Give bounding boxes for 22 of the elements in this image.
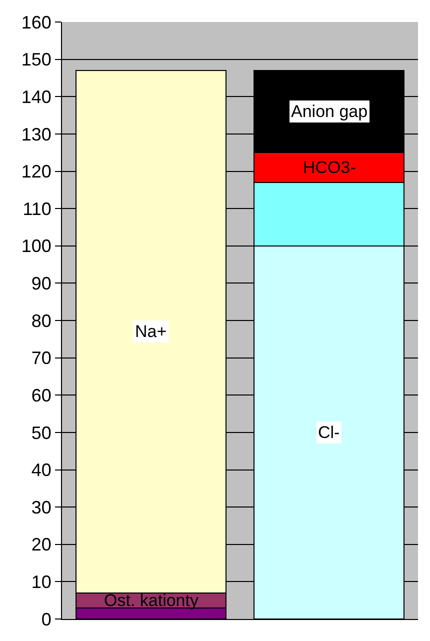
y-tick-label: 110 (22, 198, 52, 219)
y-tick-label: 130 (21, 124, 52, 144)
series-label: Cl- (318, 423, 340, 442)
series-label: Ost. kationty (104, 591, 199, 610)
y-tick-label: 70 (31, 348, 52, 368)
y-tick-label: 150 (21, 50, 52, 70)
y-tick-label: 140 (21, 86, 52, 107)
y-tick-label: 0 (41, 609, 52, 630)
y-tick-label: 30 (31, 497, 52, 518)
y-tick-label: 120 (21, 162, 52, 182)
y-tick-label: 160 (21, 12, 52, 32)
y-tick-label: 80 (31, 310, 52, 331)
series-label: Anion gap (291, 102, 368, 121)
series-label: HCO3- (303, 158, 356, 177)
y-tick-label: 90 (31, 273, 52, 294)
y-tick-label: 60 (31, 385, 52, 406)
y-tick-label: 50 (31, 422, 52, 443)
y-tick-label: 100 (21, 236, 52, 256)
y-tick-label: 10 (31, 572, 52, 592)
y-tick-label: 40 (31, 460, 52, 480)
series-label: Na+ (135, 322, 167, 341)
y-tick-label: 20 (31, 534, 52, 555)
